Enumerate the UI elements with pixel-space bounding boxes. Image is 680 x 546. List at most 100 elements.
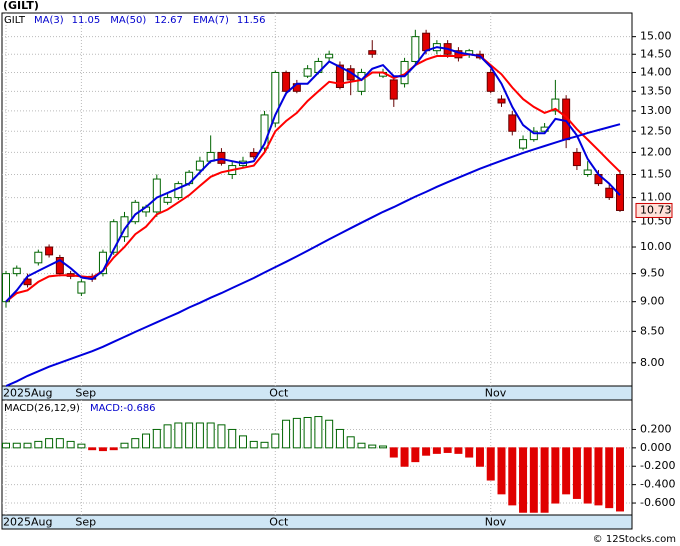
candle-body (529, 130, 538, 141)
y-tick-label: 11.00 (640, 191, 672, 204)
legend-value: -0.686 (123, 403, 155, 414)
legend-label: MACD: (90, 403, 123, 414)
candle-body (551, 98, 560, 112)
y-tick-label: 11.50 (640, 168, 672, 181)
macd-bar (152, 428, 161, 449)
macd-bar (249, 440, 258, 449)
candle-body (282, 71, 291, 92)
macd-bar (109, 447, 118, 451)
candle-body (109, 221, 118, 253)
macd-bar (195, 422, 204, 449)
candle-body (55, 257, 64, 275)
line-series (5, 53, 621, 303)
macd-bar (594, 447, 603, 506)
y-tick-label: 9.50 (640, 267, 665, 280)
candle-body (45, 246, 54, 256)
y-tick-label: 12.50 (640, 124, 672, 137)
last-price-label: 10.73 (640, 203, 672, 216)
macd-bar (55, 438, 64, 449)
macd-bar (77, 443, 86, 449)
legend-label: MA(50) (110, 15, 146, 26)
macd-bar (292, 417, 301, 449)
macd-bar (475, 447, 484, 467)
line-series (5, 46, 621, 303)
candle-body (174, 183, 183, 199)
candle-body (508, 114, 517, 132)
macd-bar (443, 447, 452, 453)
macd-bar (185, 422, 194, 449)
candle-body (605, 187, 614, 199)
footer: © 12Stocks.com (593, 534, 676, 545)
macd-bar (217, 424, 226, 449)
x-tick-label: Sep (75, 516, 96, 529)
candle-body (120, 216, 129, 238)
candle-body (357, 71, 366, 92)
macd-bar (238, 435, 247, 449)
date-bar (1, 385, 633, 401)
legend-value: 11.56 (237, 15, 266, 26)
x-tick-label: Nov (485, 387, 507, 400)
macd-bar (88, 447, 97, 451)
macd-bar (45, 438, 54, 449)
macd-bar (551, 447, 560, 504)
line-series (5, 123, 621, 387)
candle-body (217, 151, 226, 164)
y-tick-label: 0.200 (640, 422, 672, 435)
y-tick-label: -0.400 (640, 478, 675, 491)
last-price-box (635, 202, 673, 218)
candle-body (163, 197, 172, 203)
macd-bar (379, 445, 388, 449)
macd-bar (454, 447, 463, 454)
y-tick-label: 10.00 (640, 240, 672, 253)
macd-bar (562, 447, 571, 495)
macd-bar (142, 433, 151, 449)
x-tick-label: Sep (75, 387, 96, 400)
candle-body (325, 53, 334, 59)
macd-bar (497, 447, 506, 495)
macd-bar (335, 428, 344, 449)
macd-bar (206, 422, 215, 449)
macd-bar (400, 447, 409, 467)
macd-bar (465, 447, 474, 458)
macd-bar (120, 442, 129, 449)
legend-value: 12.67 (154, 15, 183, 26)
candle-body (411, 36, 420, 62)
y-tick-label: 8.50 (640, 324, 665, 337)
macd-bar (174, 422, 183, 449)
x-tick-label: Oct (269, 387, 289, 400)
macd-bar (616, 447, 624, 512)
macd-bar (34, 440, 43, 449)
candle-body (303, 68, 312, 77)
macd-bar (131, 438, 140, 449)
macd-bar (605, 447, 614, 509)
x-tick-label: Oct (269, 516, 289, 529)
y-tick-label: -0.600 (640, 496, 675, 509)
macd-bar (368, 444, 377, 449)
x-tick-label: 2025Aug (3, 516, 52, 529)
macd-bar (2, 442, 10, 449)
y-tick-label: 8.00 (640, 356, 665, 369)
candle-body (519, 139, 528, 149)
y-tick-label: 14.50 (640, 47, 672, 60)
candle-body (422, 32, 431, 52)
candle-body (368, 50, 377, 55)
candle-body (260, 114, 269, 149)
macd-bar (303, 416, 312, 449)
macd-bar (486, 447, 495, 481)
macd-bar (282, 419, 291, 449)
candle-body (583, 169, 592, 176)
macd-bar (314, 416, 323, 449)
candle-body (2, 273, 10, 303)
macd-bar (422, 447, 431, 456)
macd-bar (325, 419, 334, 449)
macd-bar (271, 433, 280, 449)
candle-body (195, 160, 204, 171)
y-tick-label: 14.00 (640, 65, 672, 78)
legend-value: 11.05 (72, 15, 101, 26)
legend-ticker: GILT (4, 15, 26, 26)
candle-body (454, 50, 463, 59)
macd-bar (163, 424, 172, 449)
x-tick-label: 2025Aug (3, 387, 52, 400)
macd-bar (23, 442, 32, 449)
macd-bar (540, 447, 549, 513)
